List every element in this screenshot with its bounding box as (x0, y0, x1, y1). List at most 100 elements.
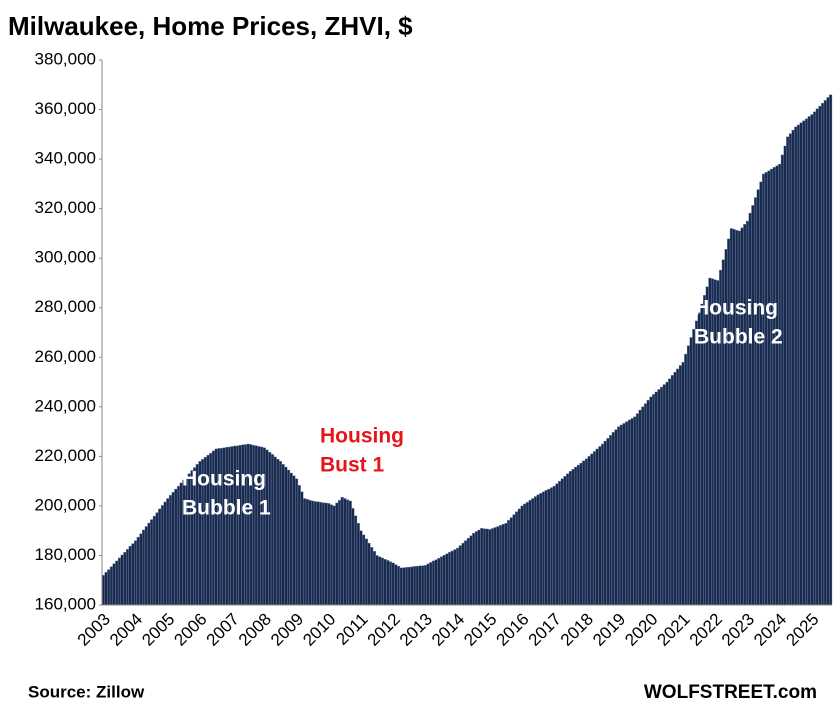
bar (388, 561, 393, 606)
bar (292, 475, 296, 606)
y-tick-label: 160,000 (35, 594, 96, 613)
bar (654, 391, 658, 606)
bar (678, 365, 682, 606)
bar (134, 540, 138, 606)
y-tick-label: 200,000 (35, 495, 96, 514)
bar (791, 129, 795, 606)
bar (190, 470, 194, 606)
bar (568, 471, 572, 606)
bar (536, 494, 540, 606)
bar (775, 165, 779, 606)
bar (268, 451, 272, 606)
bar (582, 460, 586, 606)
bar (474, 531, 478, 606)
bar (144, 526, 148, 606)
bar (439, 556, 444, 606)
bar (756, 189, 760, 606)
bar (297, 485, 301, 606)
bar (176, 485, 181, 606)
bar (635, 413, 639, 606)
bar (547, 488, 551, 606)
bar (762, 173, 766, 606)
bar (507, 520, 511, 606)
bar (364, 538, 368, 606)
bar (662, 384, 666, 606)
bar (759, 181, 763, 606)
bar (482, 528, 486, 606)
bar (160, 505, 164, 606)
bar (525, 502, 529, 606)
bar (614, 429, 618, 606)
bar (692, 329, 696, 606)
bar (450, 550, 454, 606)
bar (668, 378, 672, 606)
bar (555, 483, 559, 606)
bar (660, 386, 664, 606)
bar (311, 500, 315, 606)
bar (539, 493, 543, 606)
y-tick-label: 300,000 (35, 248, 96, 267)
bar (117, 557, 121, 606)
bar (574, 466, 578, 606)
bar (558, 480, 562, 606)
bar (469, 535, 473, 606)
bar (804, 118, 809, 606)
bar (592, 451, 596, 606)
bar (168, 495, 172, 606)
bar (821, 102, 825, 606)
bar (499, 525, 503, 606)
bar (485, 528, 489, 606)
bar (509, 517, 513, 606)
bar (142, 529, 146, 606)
bar (560, 478, 564, 606)
bar (112, 563, 116, 606)
bar (657, 389, 661, 606)
bar (520, 505, 524, 606)
bar (136, 536, 140, 606)
bar (418, 565, 422, 606)
bar (641, 406, 645, 606)
bar (367, 542, 371, 606)
bar (437, 558, 441, 606)
bar (826, 97, 830, 606)
bar (362, 534, 366, 606)
bar (461, 542, 465, 606)
y-tick-label: 340,000 (35, 149, 96, 168)
bar (652, 394, 656, 606)
bar (265, 449, 269, 606)
bar (772, 167, 776, 606)
bar (735, 230, 739, 606)
bar (729, 228, 733, 606)
bar (316, 501, 320, 606)
annotation: Bust 1 (320, 454, 385, 477)
bar (152, 515, 156, 606)
bar (737, 230, 741, 606)
bar (273, 456, 277, 606)
bar (284, 466, 288, 606)
bar (351, 508, 355, 606)
bar (813, 111, 817, 606)
bar (517, 508, 521, 606)
bar (278, 461, 282, 606)
bar (405, 567, 409, 606)
bar (753, 197, 758, 606)
bar (423, 565, 427, 606)
bar (300, 491, 304, 606)
bar (625, 421, 629, 606)
bar (646, 399, 650, 606)
y-tick-label: 220,000 (35, 446, 96, 465)
bar (566, 473, 570, 606)
bar (386, 560, 390, 606)
bar (528, 500, 532, 606)
bar (426, 563, 430, 606)
bar (313, 501, 317, 606)
bar (477, 529, 481, 606)
bar (321, 502, 325, 606)
bar (638, 409, 642, 606)
bar (697, 312, 701, 606)
bar (609, 435, 613, 606)
bar (799, 122, 803, 606)
bar (281, 464, 285, 606)
bar (287, 469, 291, 606)
bar (370, 547, 374, 606)
